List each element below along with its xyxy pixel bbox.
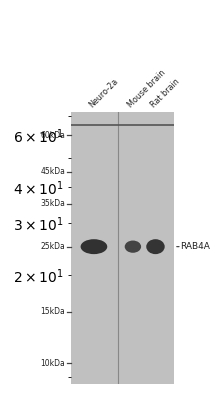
Ellipse shape <box>146 239 165 254</box>
Text: 60kDa: 60kDa <box>40 131 65 140</box>
Text: Rat brain: Rat brain <box>149 77 182 109</box>
Text: 25kDa: 25kDa <box>40 242 65 251</box>
Text: 45kDa: 45kDa <box>40 167 65 176</box>
Ellipse shape <box>125 240 141 253</box>
Text: 15kDa: 15kDa <box>40 307 65 316</box>
Text: 10kDa: 10kDa <box>40 359 65 368</box>
Ellipse shape <box>81 239 107 254</box>
Text: 35kDa: 35kDa <box>40 199 65 208</box>
Text: Neuro-2a: Neuro-2a <box>88 76 120 109</box>
Text: RAB4A: RAB4A <box>180 242 210 251</box>
Text: Mouse brain: Mouse brain <box>126 68 168 109</box>
